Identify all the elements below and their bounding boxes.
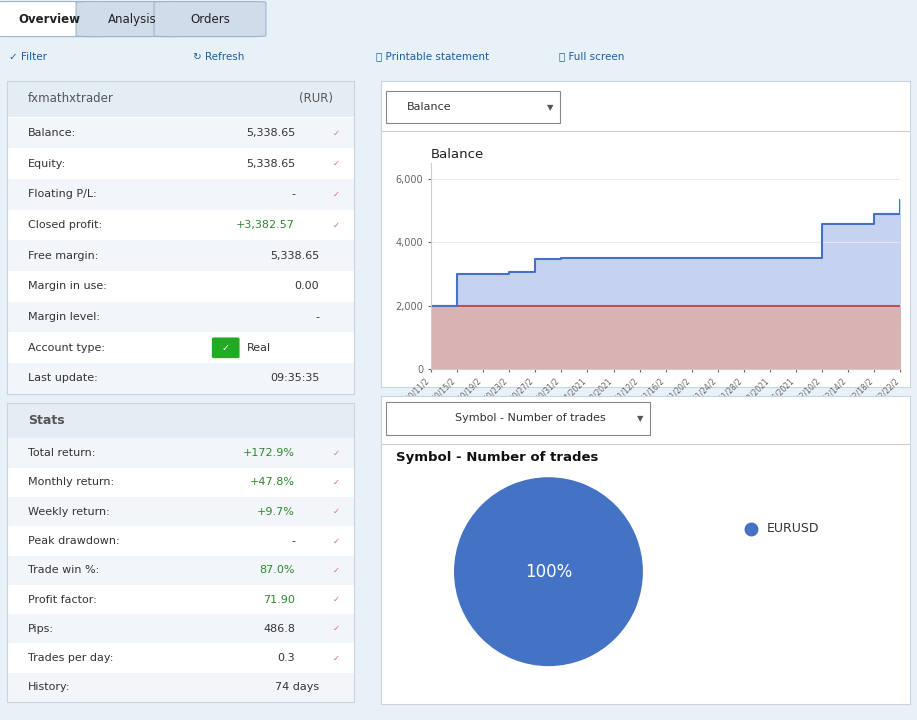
Text: 5,338.65: 5,338.65: [246, 128, 295, 138]
FancyBboxPatch shape: [386, 402, 650, 434]
Bar: [7, 585, 354, 614]
Text: History:: History:: [28, 683, 71, 693]
Text: 09:35:35: 09:35:35: [270, 374, 319, 384]
Text: Margin level:: Margin level:: [28, 312, 100, 322]
Text: ▼: ▼: [636, 414, 643, 423]
Text: ✓: ✓: [333, 654, 340, 662]
Text: ↻ Refresh: ↻ Refresh: [193, 52, 244, 61]
Text: Real: Real: [247, 343, 271, 353]
Text: Analysis: Analysis: [107, 12, 157, 26]
Text: +3,382.57: +3,382.57: [237, 220, 295, 230]
Text: Profit factor:: Profit factor:: [28, 595, 97, 605]
Text: Free margin:: Free margin:: [28, 251, 98, 261]
Text: 🖨 Printable statement: 🖨 Printable statement: [376, 52, 489, 61]
Text: Pips:: Pips:: [28, 624, 54, 634]
Text: ✓: ✓: [333, 566, 340, 575]
Bar: [7, 148, 354, 179]
Text: Monthly return:: Monthly return:: [28, 477, 115, 487]
Text: +172.9%: +172.9%: [243, 448, 295, 458]
Text: +47.8%: +47.8%: [250, 477, 295, 487]
Text: 0.3: 0.3: [278, 653, 295, 663]
Text: ✓: ✓: [222, 343, 230, 353]
Text: ✓: ✓: [333, 624, 340, 634]
Text: Symbol - Number of trades: Symbol - Number of trades: [455, 413, 605, 423]
Bar: [7, 302, 354, 333]
Bar: [7, 614, 354, 644]
Text: 100%: 100%: [525, 563, 572, 580]
Text: ✓: ✓: [333, 595, 340, 604]
Text: ✓: ✓: [333, 449, 340, 458]
Text: ✓: ✓: [333, 128, 340, 138]
Bar: [7, 644, 354, 672]
Text: ⛶ Full screen: ⛶ Full screen: [559, 52, 624, 61]
Text: 486.8: 486.8: [263, 624, 295, 634]
Text: Account type:: Account type:: [28, 343, 105, 353]
Bar: [7, 117, 354, 148]
Text: 74 days: 74 days: [275, 683, 319, 693]
Text: 5,338.65: 5,338.65: [270, 251, 319, 261]
Text: Trade win %:: Trade win %:: [28, 565, 99, 575]
Bar: [7, 672, 354, 702]
Text: 0.00: 0.00: [294, 282, 319, 292]
Text: Overview: Overview: [18, 12, 81, 26]
Text: ✓: ✓: [333, 536, 340, 546]
Bar: [7, 468, 354, 497]
Bar: [7, 240, 354, 271]
Text: Total return:: Total return:: [28, 448, 95, 458]
Text: 87.0%: 87.0%: [260, 565, 295, 575]
Bar: [7, 497, 354, 526]
Text: Last update:: Last update:: [28, 374, 98, 384]
FancyBboxPatch shape: [0, 1, 110, 37]
Bar: [7, 526, 354, 556]
FancyBboxPatch shape: [154, 1, 266, 37]
Text: Weekly return:: Weekly return:: [28, 507, 110, 517]
Text: ✓: ✓: [333, 190, 340, 199]
Text: Closed profit:: Closed profit:: [28, 220, 103, 230]
Text: Balance: Balance: [407, 102, 452, 112]
Text: Margin in use:: Margin in use:: [28, 282, 107, 292]
Text: -: -: [291, 189, 295, 199]
Text: ✓: ✓: [333, 220, 340, 230]
Text: ▼: ▼: [547, 103, 553, 112]
Text: ✓: ✓: [333, 507, 340, 516]
Text: EURUSD: EURUSD: [767, 522, 819, 535]
Text: 5,338.65: 5,338.65: [246, 158, 295, 168]
Bar: [7, 210, 354, 240]
Bar: [7, 403, 354, 438]
FancyBboxPatch shape: [212, 338, 239, 358]
FancyBboxPatch shape: [386, 91, 560, 124]
Text: ✓ Filter: ✓ Filter: [9, 52, 47, 61]
Bar: [7, 363, 354, 394]
Text: 71.90: 71.90: [263, 595, 295, 605]
Text: -: -: [315, 312, 319, 322]
Text: Balance:: Balance:: [28, 128, 76, 138]
Text: Symbol - Number of trades: Symbol - Number of trades: [396, 451, 599, 464]
Bar: [7, 179, 354, 210]
Text: ✓: ✓: [333, 159, 340, 168]
Text: Stats: Stats: [28, 414, 65, 427]
Text: +9.7%: +9.7%: [257, 507, 295, 517]
Wedge shape: [454, 477, 643, 666]
Text: Orders: Orders: [190, 12, 230, 26]
Text: ✓: ✓: [333, 478, 340, 487]
Text: Equity:: Equity:: [28, 158, 66, 168]
Text: (RUR): (RUR): [299, 92, 333, 105]
Text: Floating P/L:: Floating P/L:: [28, 189, 97, 199]
Bar: [7, 438, 354, 468]
Text: Trades per day:: Trades per day:: [28, 653, 114, 663]
Text: fxmathxtrader: fxmathxtrader: [28, 92, 114, 105]
Bar: [7, 81, 354, 117]
Bar: [7, 271, 354, 302]
Bar: [7, 333, 354, 363]
Text: Balance: Balance: [431, 148, 484, 161]
Text: Peak drawdown:: Peak drawdown:: [28, 536, 120, 546]
Text: -: -: [291, 536, 295, 546]
FancyBboxPatch shape: [76, 1, 188, 37]
Bar: [7, 556, 354, 585]
